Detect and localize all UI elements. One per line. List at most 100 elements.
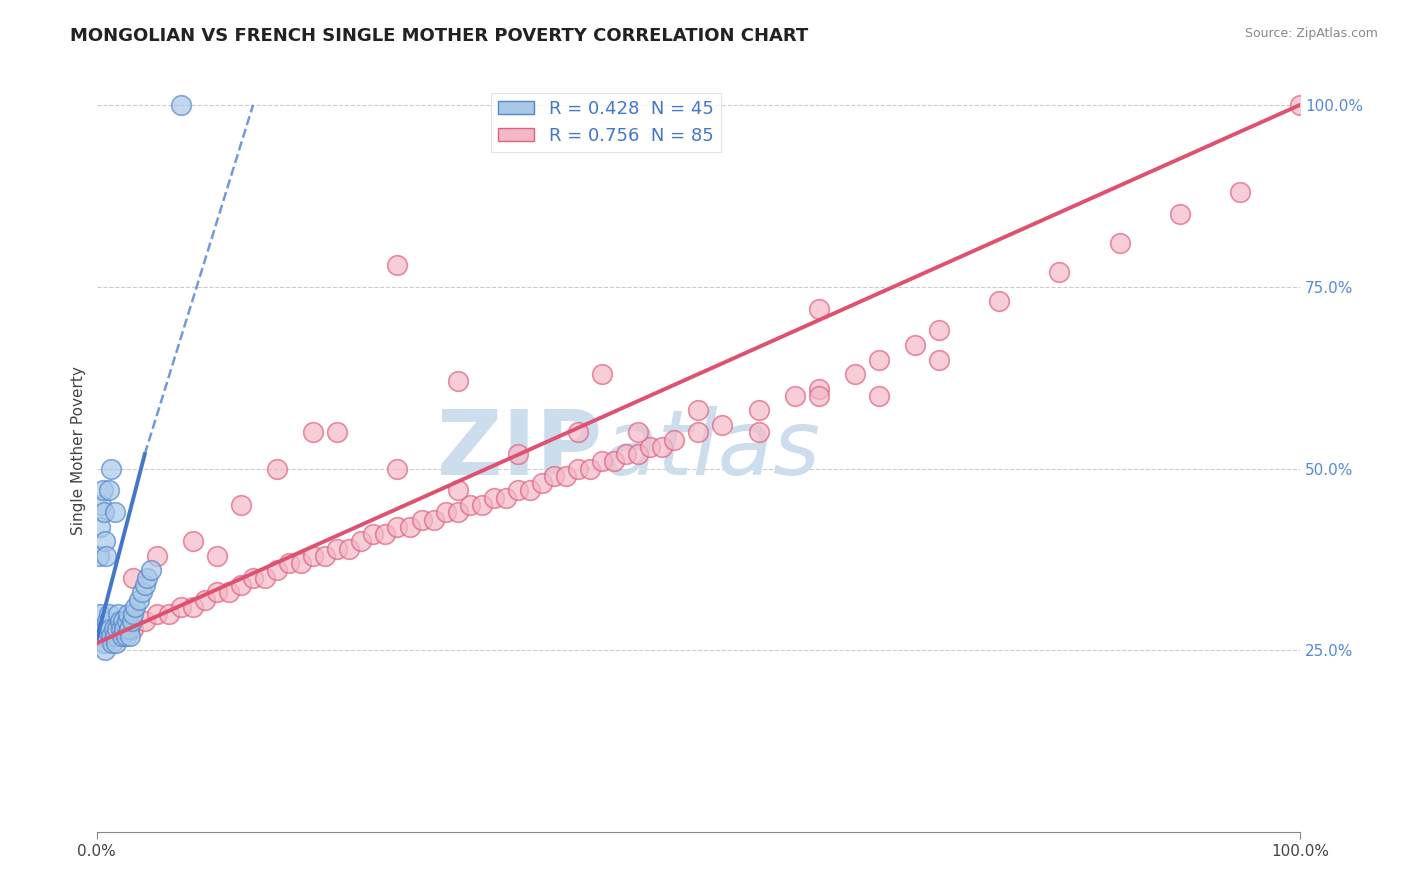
Point [614,447,637,461]
Point [157,607,180,621]
Point [904,338,927,352]
Point [844,367,866,381]
Point [91,629,114,643]
Point [387,520,409,534]
Point [434,505,457,519]
Point [242,571,264,585]
Point [711,417,734,432]
Point [290,556,312,570]
Point [194,592,217,607]
Point [101,636,124,650]
Point [302,425,325,440]
Point [100,461,122,475]
Point [447,483,470,498]
Point [506,483,529,498]
Point [111,629,134,643]
Point [103,622,125,636]
Point [495,491,517,505]
Point [104,636,127,650]
Point [115,615,138,629]
Point [139,564,162,578]
Point [170,599,193,614]
Point [447,374,470,388]
Point [93,636,115,650]
Point [591,454,613,468]
Point [110,622,132,636]
Point [97,629,120,643]
Point [1047,265,1070,279]
Point [374,527,396,541]
Point [1168,207,1191,221]
Point [118,622,141,636]
Point [229,578,252,592]
Point [422,512,444,526]
Point [638,440,661,454]
Point [181,534,204,549]
Point [114,629,136,643]
Point [121,607,143,621]
Point [506,447,529,461]
Point [807,389,830,403]
Point [664,433,686,447]
Point [579,461,602,475]
Point [254,571,277,585]
Point [124,599,146,614]
Point [471,498,494,512]
Text: MONGOLIAN VS FRENCH SINGLE MOTHER POVERTY CORRELATION CHART: MONGOLIAN VS FRENCH SINGLE MOTHER POVERT… [70,27,808,45]
Point [363,527,385,541]
Point [108,615,131,629]
Point [89,520,111,534]
Legend: R = 0.428  N = 45, R = 0.756  N = 85: R = 0.428 N = 45, R = 0.756 N = 85 [491,93,721,153]
Point [314,549,336,563]
Point [1108,236,1130,251]
Point [591,367,613,381]
Point [117,607,139,621]
Point [482,491,505,505]
Point [94,534,117,549]
Point [121,622,143,636]
Point [120,629,142,643]
Point [96,622,118,636]
Point [112,615,135,629]
Point [1229,185,1251,199]
Point [411,512,433,526]
Point [94,643,117,657]
Point [387,461,409,475]
Point [868,352,890,367]
Point [97,607,120,621]
Y-axis label: Single Mother Poverty: Single Mother Poverty [72,366,86,535]
Point [112,622,135,636]
Point [567,425,589,440]
Point [104,505,127,519]
Point [91,483,114,498]
Point [134,615,156,629]
Point [1289,98,1312,112]
Point [302,549,325,563]
Text: atlas: atlas [602,407,820,494]
Point [97,483,120,498]
Point [651,440,673,454]
Point [266,564,288,578]
Point [337,541,360,556]
Point [100,629,122,643]
Point [627,447,650,461]
Point [530,476,553,491]
Point [205,549,228,563]
Point [543,469,565,483]
Point [229,498,252,512]
Point [326,425,349,440]
Point [96,615,118,629]
Point [326,541,349,556]
Point [146,607,169,621]
Point [107,607,129,621]
Point [278,556,301,570]
Point [90,622,112,636]
Point [807,382,830,396]
Point [928,323,950,337]
Point [87,549,110,563]
Point [807,301,830,316]
Point [170,98,193,112]
Point [519,483,541,498]
Point [447,505,470,519]
Point [104,629,127,643]
